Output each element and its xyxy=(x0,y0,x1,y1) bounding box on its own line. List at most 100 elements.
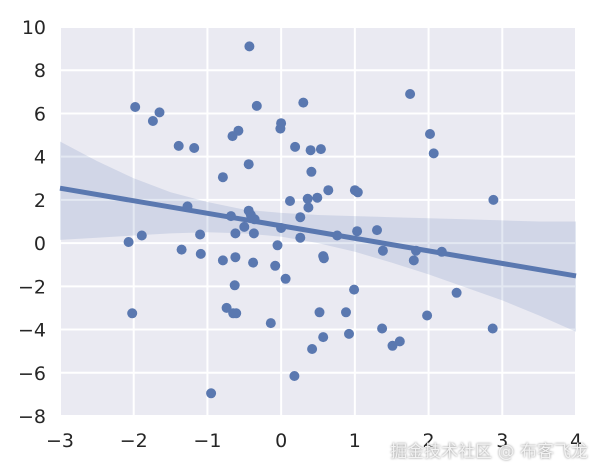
data-point xyxy=(176,244,187,255)
data-point xyxy=(298,97,309,108)
data-point xyxy=(411,245,421,256)
y-tick-label: 4 xyxy=(34,147,46,169)
data-point xyxy=(305,145,316,156)
y-tick-label: 0 xyxy=(34,233,46,255)
confidence-band xyxy=(60,141,576,332)
data-point xyxy=(451,287,462,298)
data-point xyxy=(408,255,419,266)
data-point xyxy=(195,248,206,259)
data-point xyxy=(239,221,250,232)
data-point xyxy=(230,252,241,263)
data-point xyxy=(314,307,325,318)
data-point xyxy=(136,230,147,241)
y-tick-label: 6 xyxy=(34,103,46,125)
data-point xyxy=(352,187,363,198)
data-point xyxy=(123,237,134,247)
data-point xyxy=(127,308,138,319)
data-point xyxy=(303,202,314,213)
watermark: 掘金技术社区 @ 布客飞龙 xyxy=(390,442,588,462)
data-point xyxy=(229,280,240,291)
data-point xyxy=(436,246,447,257)
data-point xyxy=(307,344,318,354)
data-point xyxy=(318,332,329,343)
x-tick-label: 1 xyxy=(349,430,361,452)
data-point xyxy=(275,123,286,134)
data-point xyxy=(265,318,276,329)
data-point xyxy=(230,228,241,239)
data-point xyxy=(394,336,405,347)
x-tick-label: 0 xyxy=(275,430,287,452)
y-tick-label: 2 xyxy=(34,190,46,212)
data-point xyxy=(352,226,363,237)
data-point xyxy=(227,131,238,142)
data-point xyxy=(244,41,255,52)
data-point xyxy=(377,323,388,334)
data-point xyxy=(270,260,281,271)
x-tick-label: −3 xyxy=(46,430,74,452)
data-point xyxy=(189,143,200,153)
data-point xyxy=(387,340,398,351)
data-point xyxy=(428,148,439,159)
data-point xyxy=(349,284,360,295)
y-tick-label: −2 xyxy=(18,276,46,298)
y-tick-label: −8 xyxy=(18,406,46,428)
x-tick-label: 2 xyxy=(423,430,435,452)
scatter-points xyxy=(123,41,499,399)
data-point xyxy=(306,166,317,177)
confidence-band-area xyxy=(60,141,576,332)
data-point xyxy=(195,229,206,240)
data-point xyxy=(290,141,301,152)
data-point xyxy=(487,323,498,334)
data-point xyxy=(315,144,326,155)
data-point xyxy=(272,240,283,251)
y-tick-label: 10 xyxy=(22,17,46,39)
data-point xyxy=(243,159,254,170)
data-point xyxy=(422,310,433,321)
data-point xyxy=(226,211,236,222)
data-point xyxy=(377,245,388,256)
data-point xyxy=(332,230,343,241)
data-point xyxy=(147,116,158,126)
data-point xyxy=(249,214,260,225)
data-point xyxy=(285,196,295,206)
y-tick-label: −6 xyxy=(18,363,46,385)
data-point xyxy=(289,371,300,381)
data-point xyxy=(217,255,228,266)
data-point xyxy=(302,193,313,204)
data-point xyxy=(318,253,329,264)
x-tick-labels: −3 −2 −1 0 1 2 3 4 xyxy=(46,430,582,452)
data-point xyxy=(182,201,193,212)
regression-line xyxy=(59,185,577,279)
data-point xyxy=(323,185,334,196)
data-point xyxy=(206,388,217,399)
x-tick-label: 4 xyxy=(570,430,582,452)
data-point xyxy=(280,273,291,284)
y-tick-labels: −8 −6 −4 −2 0 2 4 6 8 10 xyxy=(18,17,46,428)
data-point xyxy=(221,302,232,313)
data-point xyxy=(276,223,287,233)
x-tick-label: 3 xyxy=(496,430,508,452)
x-tick-label: −1 xyxy=(193,430,221,452)
data-point xyxy=(217,172,228,183)
data-point xyxy=(295,212,306,223)
x-tick-label: −2 xyxy=(120,430,148,452)
data-point xyxy=(248,257,259,268)
data-point xyxy=(312,192,323,203)
data-point xyxy=(251,100,262,111)
data-point xyxy=(344,328,354,339)
data-point xyxy=(488,194,499,205)
plot-background xyxy=(60,27,576,416)
data-point xyxy=(231,308,242,319)
data-point xyxy=(130,102,141,112)
data-point xyxy=(405,89,416,99)
data-point xyxy=(154,107,165,118)
data-point xyxy=(425,129,435,139)
y-tick-label: −4 xyxy=(18,320,46,342)
data-point xyxy=(372,225,382,236)
regression-line-group xyxy=(59,185,577,279)
data-point xyxy=(173,140,184,151)
data-point xyxy=(341,307,351,318)
data-point xyxy=(295,232,306,243)
data-point xyxy=(248,228,259,239)
